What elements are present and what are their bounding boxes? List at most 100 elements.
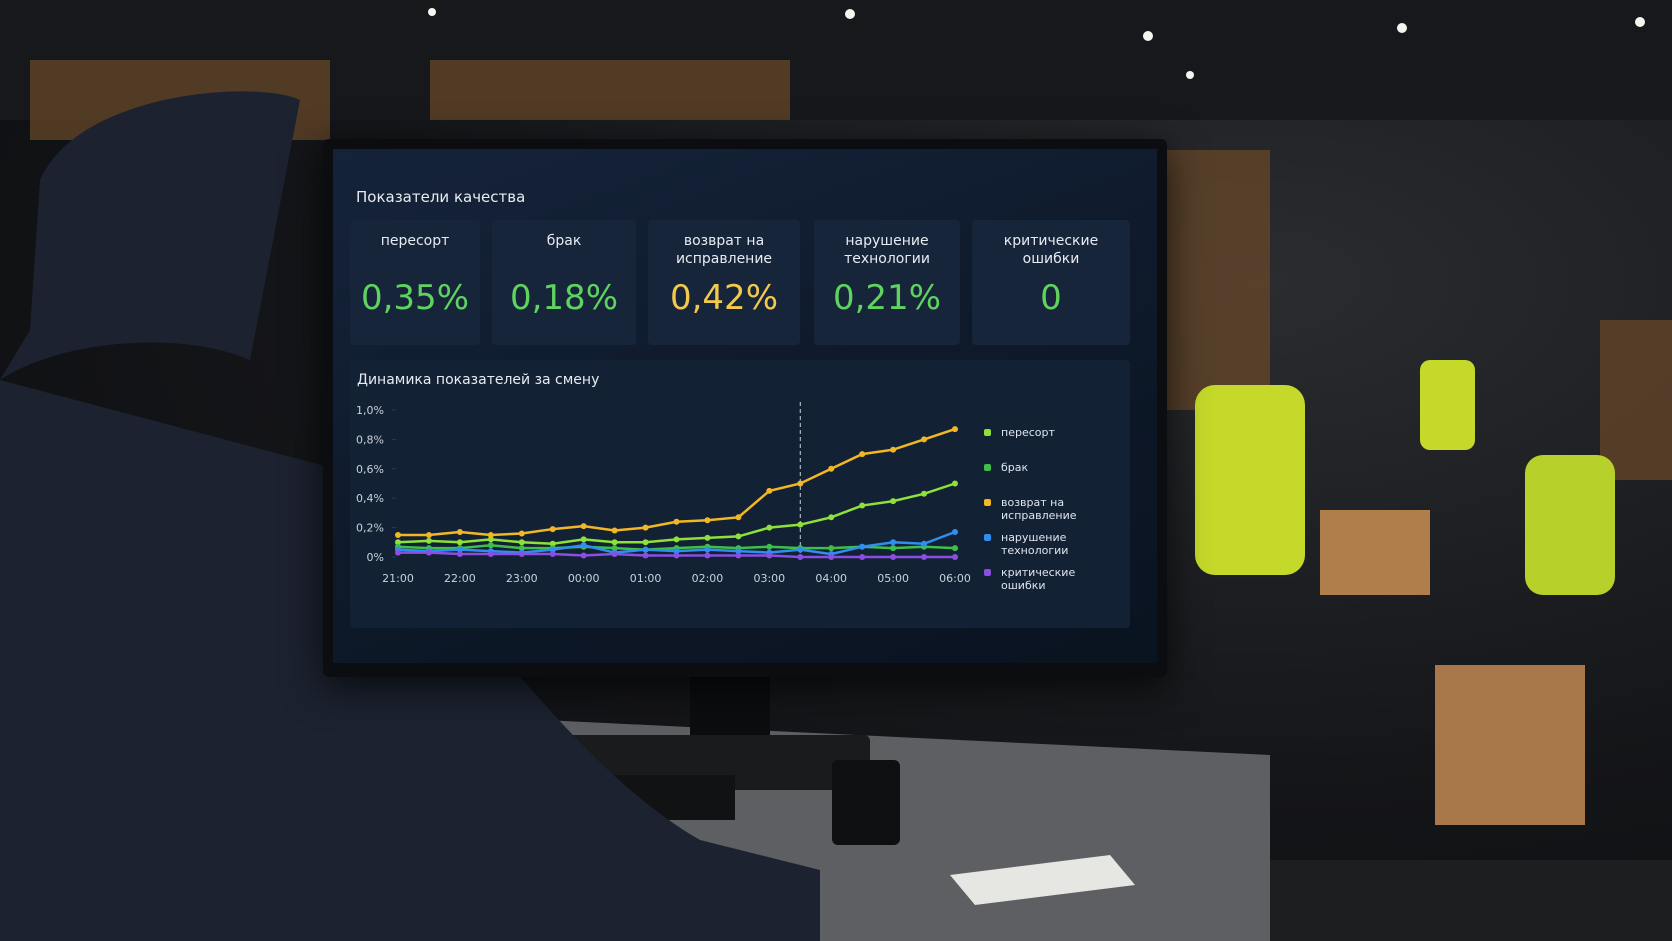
data-point (487, 531, 494, 538)
chart-panel (350, 360, 1130, 628)
chart-title: Динамика показателей за смену (357, 372, 600, 388)
x-tick-label: 02:00 (692, 572, 724, 585)
kpi-card: нарушение технологии 0,21% (814, 220, 960, 345)
ceiling-lights (428, 8, 1645, 79)
data-point (735, 533, 742, 540)
legend-label: возврат на исправление (1001, 496, 1077, 522)
data-point (611, 551, 618, 558)
kpi-label: пересорт (380, 233, 450, 249)
data-point (395, 539, 401, 546)
data-point (828, 514, 835, 521)
data-point (611, 545, 618, 552)
data-point (487, 542, 494, 549)
data-point (395, 531, 401, 538)
legend-item: нарушение технологии (984, 531, 1114, 566)
x-tick-label: 00:00 (568, 572, 600, 585)
data-point (766, 543, 773, 550)
data-point (859, 451, 866, 458)
data-point (890, 545, 897, 552)
data-point (890, 539, 897, 546)
data-point (549, 526, 556, 533)
y-tick-label: 0,2% (356, 522, 384, 535)
legend-item: возврат на исправление (984, 496, 1114, 531)
data-point (642, 552, 649, 559)
kpi-label: критические ошибки (1003, 233, 1099, 267)
data-point (456, 546, 463, 553)
legend-label: брак (1001, 461, 1029, 474)
data-point (456, 551, 463, 558)
data-point (859, 502, 866, 509)
x-tick-label: 01:00 (630, 572, 662, 585)
data-point (828, 554, 835, 560)
data-point (859, 554, 866, 560)
kpi-card: пересорт 0,35% (350, 220, 480, 345)
legend-swatch (984, 499, 991, 506)
y-tick-label: 0,6% (356, 463, 384, 476)
x-tick-label: 23:00 (506, 572, 538, 585)
x-tick-label: 03:00 (753, 572, 785, 585)
dashboard-title: Показатели качества (356, 188, 526, 206)
data-point (673, 548, 680, 555)
data-point (952, 426, 958, 433)
data-point (642, 524, 649, 531)
kpi-card: критические ошибки 0 (972, 220, 1130, 345)
legend-item: брак (984, 461, 1114, 496)
data-point (766, 524, 773, 531)
y-tick-label: 0,4% (356, 492, 384, 505)
data-point (425, 531, 432, 538)
data-point (704, 534, 711, 541)
data-point (456, 539, 463, 546)
data-point (580, 536, 587, 543)
data-point (673, 536, 680, 543)
data-point (921, 490, 928, 497)
data-point (611, 539, 618, 546)
x-tick-label: 22:00 (444, 572, 476, 585)
kpi-label: брак (546, 233, 582, 249)
mug (832, 760, 900, 845)
data-point (735, 548, 742, 555)
data-point (952, 554, 958, 560)
data-point (580, 523, 587, 530)
y-tick-label: 1,0% (356, 404, 384, 417)
kpi-card: брак 0,18% (492, 220, 636, 345)
legend-swatch (984, 429, 991, 436)
x-tick-label: 05:00 (877, 572, 909, 585)
data-point (611, 527, 618, 534)
y-tick-label: 0% (367, 551, 384, 564)
data-point (735, 552, 742, 559)
data-point (921, 540, 928, 547)
data-point (549, 551, 556, 558)
data-point (797, 546, 804, 553)
data-point (890, 446, 897, 453)
kpi-label: возврат на исправление (675, 233, 773, 267)
y-tick-label: 0,8% (356, 433, 384, 446)
person (0, 91, 820, 941)
legend: пересорт брак возврат на исправление наруше… (984, 426, 1114, 601)
data-point (642, 539, 649, 546)
data-point (518, 551, 525, 558)
legend-label: нарушение технологии (1001, 531, 1069, 557)
kpi-label: нарушение технологии (844, 233, 930, 267)
data-point (952, 480, 958, 487)
data-point (425, 537, 432, 544)
legend-label: пересорт (1001, 426, 1055, 439)
data-point (828, 545, 835, 552)
data-point (642, 546, 649, 553)
data-point (797, 521, 804, 528)
data-point (704, 517, 711, 524)
data-point (797, 554, 804, 560)
data-point (704, 552, 711, 559)
data-point (395, 549, 401, 556)
workers (1195, 360, 1615, 825)
data-point (673, 518, 680, 525)
kpi-value: 0,21% (832, 278, 941, 318)
data-point (580, 552, 587, 559)
legend-swatch (984, 569, 991, 576)
data-point (549, 546, 556, 553)
kpi-value: 0,42% (669, 278, 778, 318)
data-point (518, 530, 525, 537)
data-point (425, 549, 432, 556)
data-point (952, 545, 958, 552)
